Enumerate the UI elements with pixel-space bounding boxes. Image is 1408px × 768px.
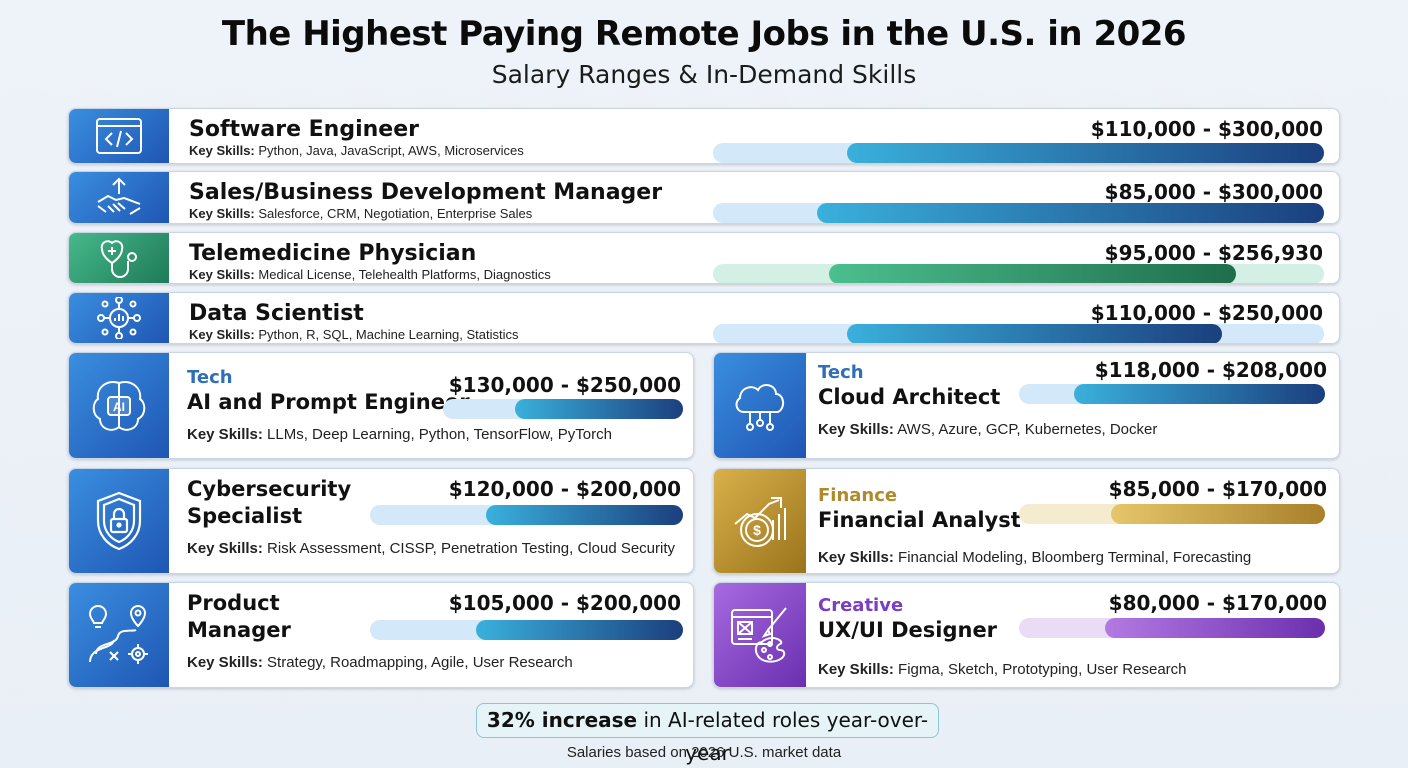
job-salary: $105,000 - $200,000 xyxy=(448,591,681,615)
job-name: Cybersecurity Specialist xyxy=(187,477,352,528)
job-card-cybersecurity-specialist: Cybersecurity Specialist $120,000 - $200… xyxy=(68,468,694,574)
page-title: The Highest Paying Remote Jobs in the U.… xyxy=(221,14,1187,54)
job-card-software-engineer: Software Engineer Key Skills: Python, Ja… xyxy=(68,108,1340,164)
salary-range-bar xyxy=(713,143,1324,163)
job-salary: $110,000 - $250,000 xyxy=(1090,301,1323,325)
job-skills: Key Skills: Risk Assessment, CISSP, Pene… xyxy=(187,540,676,557)
job-category: Finance xyxy=(818,485,898,506)
job-salary: $95,000 - $256,930 xyxy=(1104,241,1323,265)
job-skills: Key Skills: Python, Java, JavaScript, AW… xyxy=(189,143,524,158)
job-salary: $85,000 - $300,000 xyxy=(1104,180,1323,204)
job-card-product-manager: Product Manager $105,000 - $200,000 Key … xyxy=(68,582,694,688)
data-network-icon xyxy=(69,293,169,343)
job-name: Software Engineer xyxy=(189,117,419,142)
job-name: Cloud Architect xyxy=(818,385,1001,409)
stat-text: in AI-related roles year-over-year xyxy=(637,708,929,765)
job-skills: Key Skills: Python, R, SQL, Machine Lear… xyxy=(189,327,519,342)
job-name: Sales/Business Development Manager xyxy=(189,180,663,205)
finance-chart-icon: $ xyxy=(714,469,806,573)
salary-range-bar xyxy=(713,264,1324,283)
job-name: UX/UI Designer xyxy=(818,618,998,642)
job-salary: $80,000 - $170,000 xyxy=(1108,591,1327,615)
job-name: Telemedicine Physician xyxy=(189,241,477,266)
job-salary: $130,000 - $250,000 xyxy=(448,373,681,397)
job-salary: $120,000 - $200,000 xyxy=(448,477,681,501)
job-card-data-scientist: Data Scientist Key Skills: Python, R, SQ… xyxy=(68,292,1340,344)
handshake-growth-icon xyxy=(69,172,169,223)
job-card-telemedicine-physician: Telemedicine Physician Key Skills: Medic… xyxy=(68,232,1340,284)
job-salary: $85,000 - $170,000 xyxy=(1108,477,1327,501)
job-skills: Key Skills: Figma, Sketch, Prototyping, … xyxy=(818,661,1187,678)
job-name: Data Scientist xyxy=(189,301,364,326)
job-name: Product Manager xyxy=(187,591,291,642)
salary-range-bar xyxy=(713,203,1324,223)
job-skills: Key Skills: AWS, Azure, GCP, Kubernetes,… xyxy=(818,421,1158,438)
job-name: Financial Analyst xyxy=(818,508,1021,532)
design-palette-icon xyxy=(714,583,806,687)
ai-brain-icon: AI xyxy=(69,353,169,458)
job-card-financial-analyst: $ Finance Financial Analyst $85,000 - $1… xyxy=(713,468,1340,574)
job-name: AI and Prompt Engineer xyxy=(187,390,470,414)
job-card-ai-prompt-engineer: AI Tech AI and Prompt Engineer $130,000 … xyxy=(68,352,694,459)
stethoscope-icon xyxy=(69,233,169,283)
salary-range-bar xyxy=(1019,504,1325,524)
job-skills: Key Skills: Financial Modeling, Bloomber… xyxy=(818,549,1252,566)
job-skills: Key Skills: Salesforce, CRM, Negotiation… xyxy=(189,206,533,221)
salary-range-bar xyxy=(370,505,683,525)
job-category: Tech xyxy=(818,362,864,383)
stat-callout: 32% increase in AI-related roles year-ov… xyxy=(476,703,939,765)
job-category: Tech xyxy=(187,367,233,388)
stat-highlight: 32% increase xyxy=(486,708,638,732)
svg-text:AI: AI xyxy=(113,400,125,414)
job-card-ux-ui-designer: Creative UX/UI Designer $80,000 - $170,0… xyxy=(713,582,1340,688)
code-window-icon xyxy=(69,109,169,163)
shield-lock-icon xyxy=(69,469,169,573)
salary-range-bar xyxy=(370,620,683,640)
salary-range-bar xyxy=(713,324,1324,343)
svg-text:$: $ xyxy=(753,522,761,538)
salary-range-bar xyxy=(1019,384,1325,404)
cloud-icon xyxy=(714,353,806,458)
job-salary: $118,000 - $208,000 xyxy=(1094,358,1327,382)
job-category: Creative xyxy=(818,595,904,616)
job-skills: Key Skills: LLMs, Deep Learning, Python,… xyxy=(187,426,612,443)
roadmap-icon xyxy=(69,583,169,687)
job-card-cloud-architect: Tech Cloud Architect $118,000 - $208,000… xyxy=(713,352,1340,459)
job-salary: $110,000 - $300,000 xyxy=(1090,117,1323,141)
footer-note: Salaries based on 2026 U.S. market data xyxy=(566,744,842,761)
salary-range-bar xyxy=(1019,618,1325,638)
salary-range-bar xyxy=(443,399,683,419)
job-card-sales-bd-manager: Sales/Business Development Manager Key S… xyxy=(68,171,1340,224)
page-subtitle: Salary Ranges & In-Demand Skills xyxy=(491,60,917,89)
job-skills: Key Skills: Medical License, Telehealth … xyxy=(189,267,551,282)
job-skills: Key Skills: Strategy, Roadmapping, Agile… xyxy=(187,654,573,671)
